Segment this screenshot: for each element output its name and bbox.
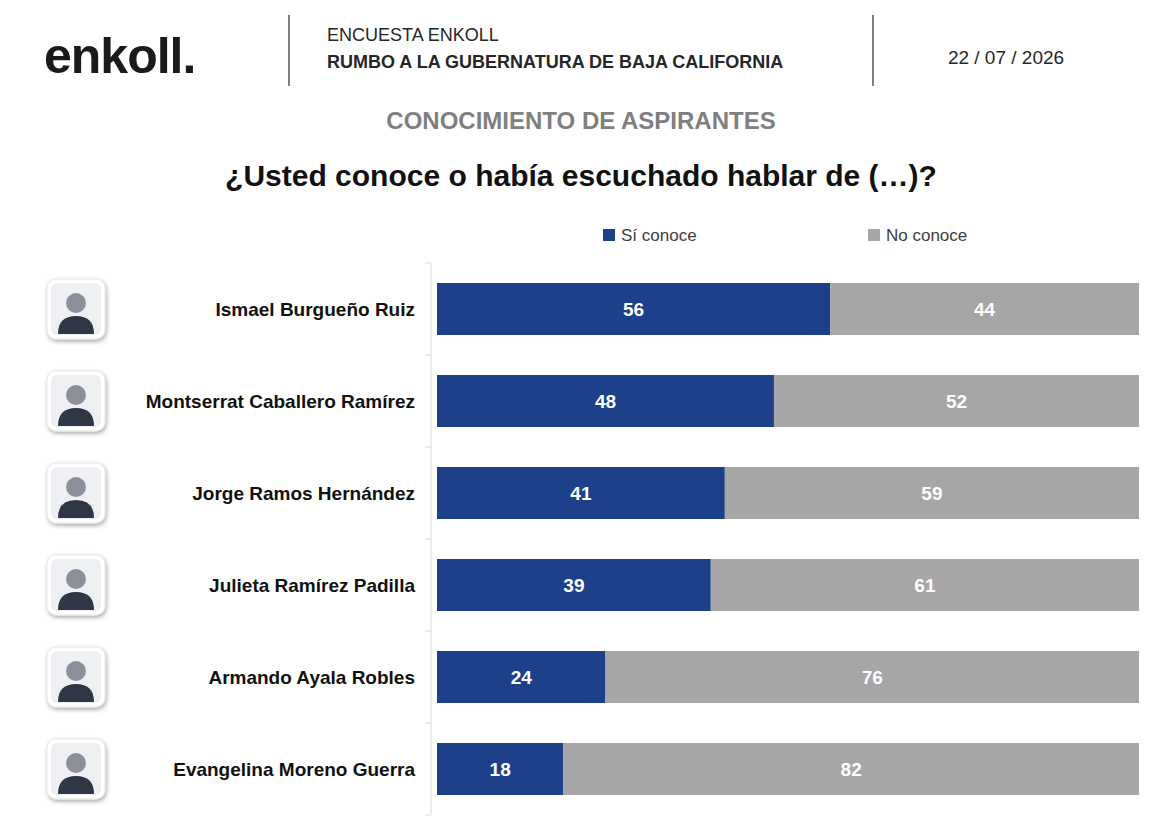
avatar-frame bbox=[47, 739, 105, 799]
date: 22 / 07 / 2026 bbox=[948, 47, 1064, 68]
category-label: Ismael Burgueño Ruiz bbox=[215, 299, 415, 320]
labels: Ismael Burgueño Ruiz 56 44 Montserrat Cabal… bbox=[146, 299, 996, 780]
data-label: 48 bbox=[595, 391, 616, 412]
legend-swatch bbox=[868, 229, 880, 241]
avatar bbox=[47, 555, 105, 615]
data-label: 61 bbox=[914, 575, 936, 596]
bar-segment bbox=[437, 283, 830, 335]
data-label: 44 bbox=[974, 299, 996, 320]
category-label: Julieta Ramírez Padilla bbox=[209, 575, 415, 596]
bar-segment bbox=[437, 467, 725, 519]
logo: enkoll. bbox=[44, 28, 195, 84]
category-separator bbox=[425, 631, 431, 632]
avatar-body bbox=[58, 592, 94, 610]
data-label: 59 bbox=[921, 483, 942, 504]
legend-swatch bbox=[603, 229, 615, 241]
category-label: Montserrat Caballero Ramírez bbox=[146, 391, 415, 412]
bar-segment bbox=[725, 467, 1139, 519]
bar-segment bbox=[830, 283, 1139, 335]
data-label: 56 bbox=[623, 299, 644, 320]
avatar-body bbox=[58, 684, 94, 702]
legend-label: No conoce bbox=[886, 226, 967, 245]
bar-segment bbox=[437, 559, 711, 611]
category-separator bbox=[425, 447, 431, 448]
data-label: 82 bbox=[841, 759, 862, 780]
legend-label: Sí conoce bbox=[621, 226, 697, 245]
bar-segment bbox=[774, 375, 1139, 427]
avatar-body bbox=[58, 500, 94, 518]
avatar-bg bbox=[51, 375, 101, 427]
avatar bbox=[47, 371, 105, 431]
avatar-bg bbox=[51, 743, 101, 795]
bar-segment bbox=[437, 375, 774, 427]
bar-segment bbox=[437, 743, 563, 795]
avatar bbox=[47, 739, 105, 799]
category-label: Evangelina Moreno Guerra bbox=[173, 759, 415, 780]
bar-segment bbox=[563, 743, 1139, 795]
avatar-head bbox=[66, 661, 86, 681]
bar-segment bbox=[605, 651, 1139, 703]
avatar-head bbox=[66, 477, 86, 497]
avatar bbox=[47, 463, 105, 523]
title: ¿Usted conoce o había escuchado hablar d… bbox=[225, 159, 937, 192]
data-label: 76 bbox=[862, 667, 883, 688]
avatar-body bbox=[58, 316, 94, 334]
data-label: 24 bbox=[511, 667, 533, 688]
category-separator bbox=[425, 263, 431, 264]
data-label: 52 bbox=[946, 391, 967, 412]
category-label: Armando Ayala Robles bbox=[208, 667, 415, 688]
avatar-head bbox=[66, 753, 86, 773]
divider bbox=[288, 15, 290, 86]
avatar-head bbox=[66, 569, 86, 589]
headline: RUMBO A LA GUBERNATURA DE BAJA CALIFORNI… bbox=[327, 52, 783, 72]
category-label: Jorge Ramos Hernández bbox=[192, 483, 415, 504]
category-separator bbox=[425, 539, 431, 540]
category-separator bbox=[425, 723, 431, 724]
bar-segment bbox=[711, 559, 1139, 611]
category-separator bbox=[425, 355, 431, 356]
page-root: enkoll. ENCUESTA ENKOLL RUMBO A LA GUBERNA… bbox=[0, 0, 1162, 836]
avatar-bg bbox=[51, 467, 101, 519]
subtitle: CONOCIMIENTO DE ASPIRANTES bbox=[386, 107, 775, 134]
avatar-bg bbox=[51, 283, 101, 335]
avatar-frame bbox=[47, 647, 105, 707]
data-label: 18 bbox=[490, 759, 511, 780]
avatar bbox=[47, 279, 105, 339]
avatar-body bbox=[58, 408, 94, 426]
avatar-frame bbox=[47, 371, 105, 431]
bar-segment bbox=[437, 651, 605, 703]
avatar-head bbox=[66, 385, 86, 405]
data-label: 39 bbox=[563, 575, 584, 596]
avatar-frame bbox=[47, 279, 105, 339]
avatar-frame bbox=[47, 555, 105, 615]
avatar-head bbox=[66, 293, 86, 313]
data-label: 41 bbox=[570, 483, 592, 504]
category-separator bbox=[425, 815, 431, 816]
chart-svg: enkoll. ENCUESTA ENKOLL RUMBO A LA GUBERNA… bbox=[0, 0, 1162, 836]
kicker: ENCUESTA ENKOLL bbox=[327, 25, 499, 45]
avatar bbox=[47, 647, 105, 707]
avatar-frame bbox=[47, 463, 105, 523]
divider bbox=[872, 15, 874, 86]
avatar-body bbox=[58, 776, 94, 794]
avatar-bg bbox=[51, 559, 101, 611]
bars bbox=[437, 283, 1139, 795]
avatar-bg bbox=[51, 651, 101, 703]
